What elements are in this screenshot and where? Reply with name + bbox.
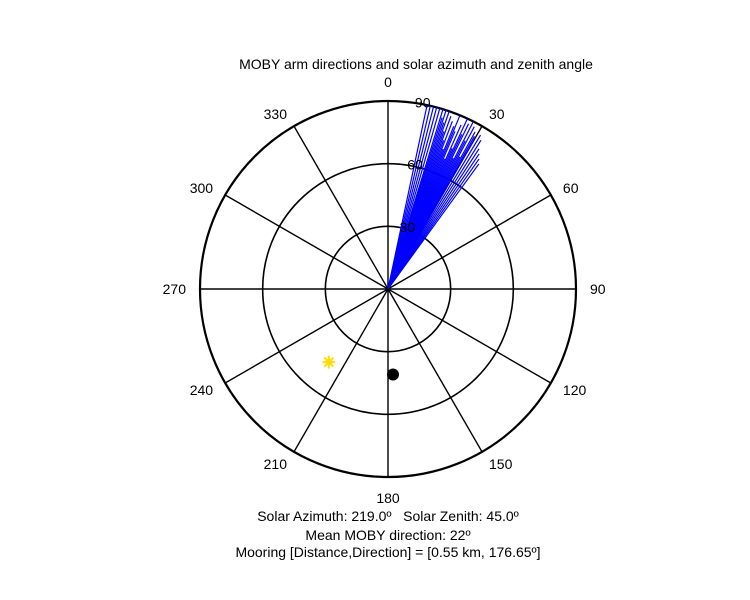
angle-tick-label-0: 0 bbox=[384, 74, 392, 90]
angle-tick-label-90: 90 bbox=[590, 281, 606, 297]
ring-90 bbox=[198, 99, 578, 479]
spoke-240 bbox=[224, 288, 389, 384]
solar-info-text: Solar Azimuth: 219.0º Solar Zenith: 45.0… bbox=[257, 508, 519, 524]
mooring-info-text: Mooring [Distance,Direction] = [0.55 km,… bbox=[235, 544, 541, 560]
spoke-120 bbox=[387, 288, 552, 384]
radial-tick-label-90: 90 bbox=[415, 94, 431, 110]
angle-tick-label-300: 300 bbox=[190, 180, 214, 196]
spoke-300 bbox=[224, 194, 389, 290]
radial-tick-label-30: 30 bbox=[400, 219, 416, 235]
spoke-210 bbox=[293, 288, 389, 453]
spoke-330 bbox=[293, 125, 389, 290]
angle-tick-label-150: 150 bbox=[489, 456, 513, 472]
moby-arm-rays bbox=[387, 104, 482, 290]
mean-direction-text: Mean MOBY direction: 22º bbox=[305, 527, 471, 543]
angle-tick-label-240: 240 bbox=[190, 382, 214, 398]
ring-60 bbox=[261, 162, 515, 416]
ring-30 bbox=[324, 225, 452, 353]
angle-tick-label-30: 30 bbox=[489, 106, 505, 122]
angle-tick-label-120: 120 bbox=[563, 382, 587, 398]
angle-tick-label-210: 210 bbox=[264, 456, 288, 472]
angle-tick-label-60: 60 bbox=[563, 180, 579, 196]
angle-tick-label-180: 180 bbox=[376, 490, 400, 506]
spoke-150 bbox=[387, 288, 483, 453]
markers bbox=[322, 355, 400, 381]
tick-labels: 0 30 60 90 120 150 180 210 240 270 300 330 90 60 30 bbox=[163, 74, 606, 506]
polar-grid bbox=[198, 99, 578, 479]
spoke-60 bbox=[387, 194, 552, 290]
angle-tick-label-330: 330 bbox=[264, 106, 288, 122]
sun-marker bbox=[322, 355, 336, 369]
moby-arm-ray bbox=[387, 163, 480, 290]
mooring-marker bbox=[387, 368, 400, 381]
angle-tick-label-270: 270 bbox=[163, 281, 187, 297]
radial-tick-label-60: 60 bbox=[407, 157, 423, 173]
chart-title: MOBY arm directions and solar azimuth an… bbox=[239, 56, 593, 72]
